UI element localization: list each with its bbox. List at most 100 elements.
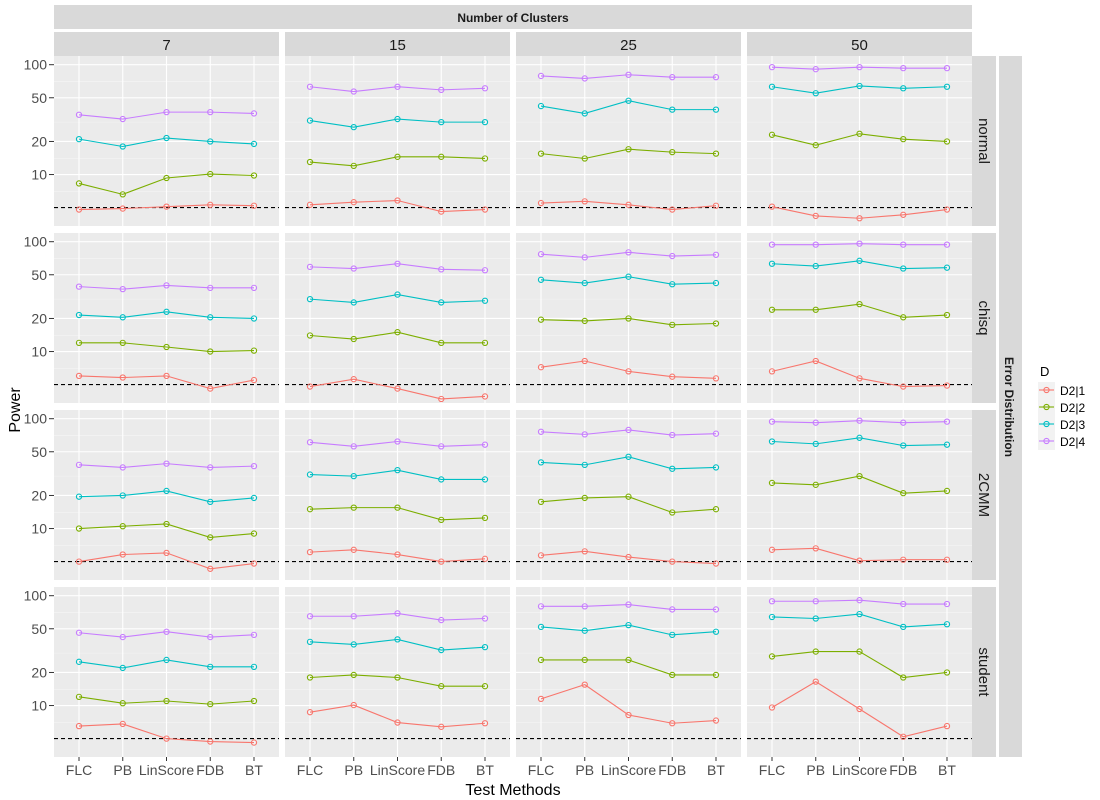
series-line-D2-4 (540, 74, 716, 79)
panel-normal-50 (747, 56, 972, 226)
panel-normal-25 (516, 56, 741, 226)
data-point-D2-2 (481, 155, 489, 162)
data-point-D2-3 (350, 124, 357, 131)
data-point-D2-1 (306, 383, 314, 390)
data-point-D2-1 (438, 208, 445, 215)
data-point-D2-2 (768, 479, 776, 487)
data-point-D2-4 (900, 600, 907, 608)
data-point-D2-4 (306, 83, 314, 90)
data-point-D2-3 (537, 459, 545, 466)
data-point-D2-4 (812, 598, 819, 605)
data-point-D2-3 (250, 663, 258, 671)
data-point-D2-2 (943, 487, 951, 495)
data-point-D2-3 (669, 281, 676, 288)
data-point-D2-3 (350, 299, 357, 306)
series-line-D2-2 (309, 507, 486, 521)
y-tick-label: 50 (31, 621, 47, 637)
data-point-D2-1 (669, 558, 676, 565)
data-point-D2-4 (207, 108, 214, 116)
data-point-D2-2 (207, 348, 214, 355)
legend-entry-label: D2|3 (1060, 418, 1085, 432)
series-line-D2-3 (771, 437, 948, 447)
data-point-D2-1 (900, 733, 907, 740)
data-point-D2-2 (163, 174, 170, 182)
data-point-D2-4 (943, 418, 951, 425)
data-point-D2-2 (250, 347, 258, 354)
data-point-D2-2 (163, 520, 170, 528)
data-point-D2-4 (537, 603, 545, 610)
y-tick-label: 50 (31, 90, 47, 106)
data-point-D2-4 (438, 266, 445, 273)
panel-normal-15 (285, 56, 510, 226)
data-point-D2-3 (625, 273, 632, 280)
data-point-D2-4 (250, 462, 258, 470)
row-strip-student (972, 587, 996, 757)
panel-2CMM-50 (747, 410, 972, 580)
data-point-D2-2 (669, 321, 676, 328)
data-point-D2-1 (812, 545, 819, 552)
panel-2CMM-15 (285, 410, 510, 580)
y-axis-title: Power (7, 387, 24, 433)
column-label-15: 15 (389, 37, 406, 54)
top-strip (54, 5, 972, 29)
data-point-D2-3 (669, 465, 676, 472)
data-point-D2-2 (250, 530, 258, 537)
data-point-D2-4 (712, 606, 720, 613)
x-tick-label: FLC (297, 762, 323, 778)
data-point-D2-3 (768, 438, 776, 445)
column-strip-50 (747, 32, 972, 56)
data-point-D2-2 (669, 148, 676, 156)
data-point-D2-1 (119, 374, 126, 381)
data-point-D2-2 (438, 153, 445, 160)
data-point-D2-4 (163, 628, 170, 635)
x-tick-label: PB (113, 762, 132, 778)
data-point-D2-4 (119, 115, 126, 123)
series-line-D2-3 (540, 456, 717, 470)
data-point-D2-4 (537, 72, 545, 80)
row-strip-normal (972, 56, 996, 226)
data-point-D2-1 (812, 357, 819, 365)
data-point-D2-3 (625, 453, 632, 460)
series-line-D2-2 (309, 331, 485, 344)
series-line-D2-4 (309, 263, 486, 271)
legend-entry-label: D2|1 (1060, 384, 1085, 398)
data-point-D2-2 (625, 656, 632, 664)
data-point-D2-3 (943, 621, 951, 628)
panel-student-15 (285, 587, 510, 757)
data-point-D2-3 (856, 434, 863, 441)
y-tick-label: 100 (24, 57, 48, 73)
data-point-D2-4 (250, 631, 258, 639)
data-point-D2-1 (900, 383, 907, 390)
series-line-D2-2 (78, 173, 255, 195)
data-point-D2-4 (350, 613, 357, 620)
data-point-D2-2 (768, 306, 776, 313)
data-point-D2-1 (75, 206, 83, 213)
data-point-D2-1 (712, 375, 720, 382)
row-label-chisq: chisq (975, 300, 992, 335)
data-point-D2-1 (625, 553, 632, 561)
data-point-D2-4 (812, 419, 819, 426)
data-point-D2-2 (856, 472, 863, 480)
data-point-D2-4 (350, 265, 357, 272)
data-point-D2-3 (812, 440, 819, 448)
data-point-D2-4 (394, 438, 401, 445)
data-point-D2-1 (812, 212, 819, 220)
data-point-D2-3 (163, 134, 170, 142)
data-point-D2-3 (768, 260, 776, 267)
y-tick-label: 100 (24, 411, 48, 427)
data-point-D2-3 (581, 279, 588, 287)
data-point-D2-1 (207, 565, 214, 572)
series-line-D2-2 (541, 659, 716, 676)
row-label-student: student (975, 647, 992, 697)
y-tick-label: 50 (31, 267, 47, 283)
series-line-D2-1 (540, 200, 717, 211)
data-point-D2-2 (625, 146, 632, 153)
data-point-D2-4 (856, 417, 863, 424)
data-point-D2-2 (75, 180, 83, 187)
data-point-D2-3 (207, 138, 214, 145)
data-point-D2-3 (900, 623, 907, 631)
data-point-D2-1 (75, 722, 83, 730)
series-line-D2-1 (540, 550, 717, 565)
series-line-D2-4 (540, 251, 717, 258)
data-point-D2-4 (581, 431, 588, 438)
